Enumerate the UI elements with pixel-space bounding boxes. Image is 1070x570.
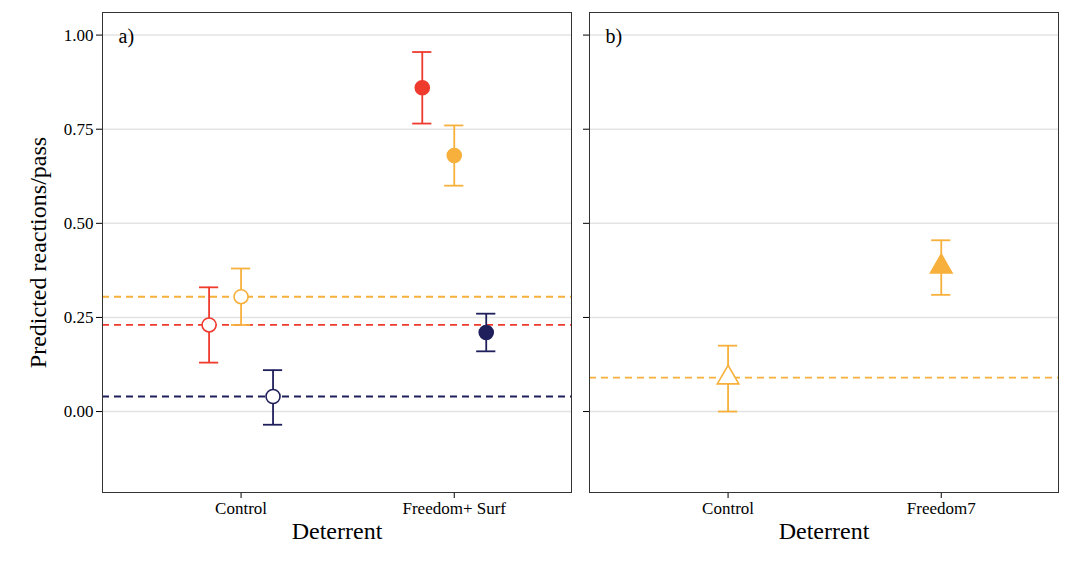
svg-text:0.75: 0.75: [64, 120, 94, 139]
svg-text:Deterrent: Deterrent: [292, 518, 383, 544]
svg-text:Control: Control: [702, 499, 754, 518]
svg-text:Deterrent: Deterrent: [779, 518, 870, 544]
svg-text:Predicted reactions/pass: Predicted reactions/pass: [25, 137, 51, 368]
svg-text:1.00: 1.00: [64, 26, 94, 45]
svg-text:0.00: 0.00: [64, 402, 94, 421]
svg-text:Freedom+ Surf: Freedom+ Surf: [402, 499, 506, 518]
svg-text:Control: Control: [215, 499, 267, 518]
svg-text:Freedom7: Freedom7: [907, 499, 976, 518]
svg-text:b): b): [606, 25, 623, 48]
svg-text:0.50: 0.50: [64, 214, 94, 233]
svg-text:a): a): [119, 25, 135, 48]
svg-text:0.25: 0.25: [64, 308, 94, 327]
